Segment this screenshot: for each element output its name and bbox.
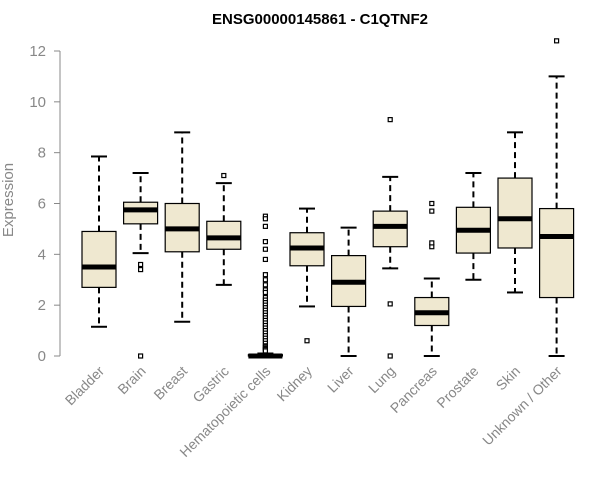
y-tick-label: 4 xyxy=(38,246,46,263)
boxes-group xyxy=(81,38,575,359)
box-skin xyxy=(497,131,533,294)
outlier-point xyxy=(429,240,435,246)
chart-title: ENSG00000145861 - C1QTNF2 xyxy=(212,11,428,28)
box-iqr xyxy=(372,210,408,248)
x-tick-label: Prostate xyxy=(433,363,481,411)
x-tick-label: Skin xyxy=(493,363,524,394)
box-gastric xyxy=(206,172,242,286)
y-axis: 0 2 4 6 8 10 12 xyxy=(29,43,61,365)
x-tick-label: Bladder xyxy=(62,363,108,409)
x-tick-label: Liver xyxy=(324,363,357,396)
box-hematopoietic-cells xyxy=(247,213,283,359)
outlier-point xyxy=(387,117,393,123)
outlier-point xyxy=(262,223,268,229)
y-tick-label: 12 xyxy=(29,43,46,60)
box-iqr xyxy=(81,230,117,288)
outlier-point xyxy=(262,277,268,283)
outlier-point xyxy=(262,348,268,354)
x-tick-label: Kidney xyxy=(274,363,316,405)
outlier-point xyxy=(138,266,144,273)
outlier-point xyxy=(304,338,310,344)
outlier-point xyxy=(429,208,435,214)
outlier-point xyxy=(429,200,435,207)
box-iqr xyxy=(122,201,159,225)
outlier-point xyxy=(138,261,144,268)
box-brain xyxy=(122,172,159,359)
outlier-point xyxy=(262,272,268,278)
x-tick-label: Brain xyxy=(114,363,148,397)
x-tick-label: Unknown / Other xyxy=(479,363,565,449)
outlier-point xyxy=(262,256,268,263)
y-tick-label: 8 xyxy=(38,145,46,162)
outlier-point xyxy=(387,301,393,307)
y-tick-label: 10 xyxy=(29,94,46,111)
box-iqr xyxy=(206,220,242,250)
y-tick-label: 0 xyxy=(38,348,46,365)
box-liver xyxy=(331,226,367,357)
box-breast xyxy=(164,131,200,323)
box-iqr xyxy=(497,177,533,249)
outlier-point xyxy=(221,172,227,179)
outlier-point xyxy=(553,38,560,44)
box-prostate xyxy=(455,172,491,281)
box-kidney xyxy=(289,207,325,344)
outlier-point xyxy=(262,216,268,222)
box-unknown-other xyxy=(538,38,575,357)
y-tick-label: 6 xyxy=(38,196,46,213)
box-lung xyxy=(372,117,408,359)
box-pancreas xyxy=(414,200,450,357)
outlier-point xyxy=(387,353,393,359)
outlier-point xyxy=(262,289,268,296)
outlier-point xyxy=(138,353,144,359)
x-tick-label: Lung xyxy=(365,363,398,396)
x-tick-label: Breast xyxy=(150,363,190,403)
y-axis-title: Expression xyxy=(0,163,17,237)
outlier-point xyxy=(262,282,268,288)
box-iqr xyxy=(538,207,575,299)
y-tick-label: 2 xyxy=(38,297,46,314)
box-bladder xyxy=(81,155,117,328)
outlier-point xyxy=(262,246,268,252)
outlier-point xyxy=(262,239,268,245)
